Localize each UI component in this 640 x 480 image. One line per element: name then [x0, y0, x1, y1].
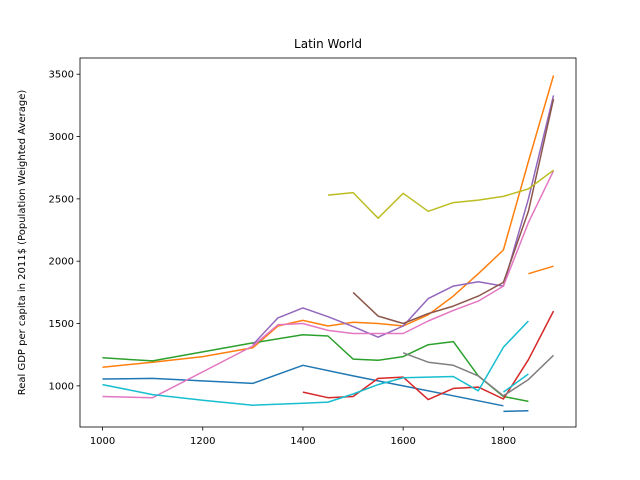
series-line-11 — [327, 169, 554, 219]
y-tick-label: 1500 — [49, 319, 74, 330]
series-line-1 — [102, 364, 504, 407]
series-line-2 — [503, 410, 529, 413]
series-line-10 — [402, 352, 555, 397]
y-tick-label: 2500 — [49, 194, 74, 205]
x-axis: 1000 1200 1400 1600 1800 — [90, 427, 516, 447]
chart-title: Latin World — [294, 37, 362, 51]
series-line-9 — [102, 170, 555, 399]
x-tick-label: 1600 — [390, 436, 415, 447]
y-tick-label: 2000 — [49, 257, 74, 268]
series-line-13 — [502, 373, 529, 393]
series-line-12 — [102, 320, 529, 406]
series-layer — [102, 75, 555, 413]
x-tick-label: 1800 — [491, 436, 516, 447]
x-tick-label: 1400 — [290, 436, 315, 447]
x-tick-label: 1200 — [190, 436, 215, 447]
plot-area-frame — [79, 57, 577, 428]
y-tick-label: 1000 — [49, 381, 74, 392]
y-axis: 1000 1500 2000 2500 3000 3500 — [49, 70, 80, 392]
y-tick-label: 3000 — [49, 132, 74, 143]
series-line-3 — [102, 75, 555, 368]
x-tick-label: 1000 — [90, 436, 115, 447]
y-axis-label: Real GDP per capita in 2011$ (Population… — [17, 90, 28, 396]
series-line-4 — [528, 265, 554, 275]
y-tick-label: 3500 — [49, 70, 74, 81]
series-line-8 — [352, 98, 555, 325]
